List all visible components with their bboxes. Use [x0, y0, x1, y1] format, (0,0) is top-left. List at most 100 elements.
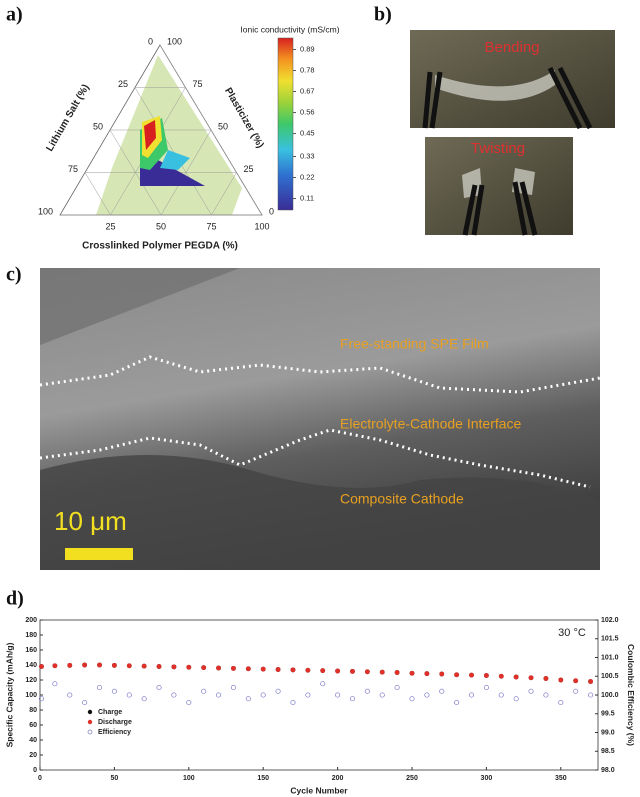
point — [394, 670, 400, 675]
y2-tick-label: 101.0 — [601, 654, 619, 661]
layer-label: Electrolyte-Cathode Interface — [340, 416, 522, 432]
point — [573, 688, 579, 694]
point — [52, 663, 58, 669]
point — [349, 696, 356, 702]
point — [38, 696, 45, 702]
point — [364, 688, 370, 694]
point — [528, 688, 534, 694]
point — [558, 677, 564, 683]
sem-shade — [40, 455, 600, 570]
panel-label: d) — [6, 588, 24, 610]
point — [409, 670, 415, 676]
panel-label: b) — [374, 4, 392, 26]
x-tick-label: 100 — [183, 775, 195, 782]
grid-line — [211, 172, 237, 216]
tick-label: 100 — [167, 36, 182, 46]
colorbar-tick-label: 0.78 — [300, 65, 315, 74]
axis-title: Lithium Salt (%) — [44, 83, 91, 154]
y-axis-label: Specific Capacity (mAh/g) — [4, 642, 14, 747]
colorbar — [277, 37, 294, 211]
point — [96, 684, 103, 691]
point — [498, 673, 504, 679]
point — [141, 696, 147, 702]
boundary — [39, 428, 591, 489]
point — [186, 664, 192, 670]
tick-label: 100 — [38, 206, 53, 216]
point — [52, 681, 58, 687]
film — [435, 70, 555, 101]
tick-label: 75 — [193, 79, 203, 89]
point — [439, 671, 445, 677]
point — [573, 678, 579, 684]
point — [364, 669, 370, 675]
y2-tick-label: 99.0 — [601, 729, 615, 736]
point — [67, 662, 73, 668]
point — [97, 662, 102, 668]
point — [67, 692, 73, 698]
point — [483, 684, 489, 691]
point — [275, 688, 281, 694]
point — [305, 692, 311, 698]
colorbar-tick-label: 0.89 — [300, 44, 315, 53]
y-tick-label: 120 — [25, 677, 37, 684]
legend-label: Discharge — [98, 719, 132, 726]
grid-line — [160, 129, 212, 216]
annotation: 30 °C — [558, 627, 586, 639]
colorbar-tick-label: 0.22 — [300, 172, 315, 181]
y-tick-label: 160 — [25, 647, 37, 654]
colorbar-tick-label: 0.45 — [300, 129, 315, 138]
point — [230, 684, 236, 691]
scale-bar — [65, 548, 133, 560]
legend-marker — [87, 709, 93, 715]
photo — [425, 137, 573, 235]
point — [439, 688, 445, 694]
point — [171, 692, 177, 698]
point — [245, 666, 251, 672]
y2-tick-label: 98.5 — [601, 748, 615, 755]
point — [424, 692, 430, 698]
x-axis-label: Cycle Number — [290, 785, 348, 795]
point — [260, 692, 266, 698]
contour — [140, 116, 205, 186]
point — [231, 665, 236, 671]
axis-title: Plasticizer (%) — [222, 86, 265, 150]
x-tick-label: 50 — [111, 775, 119, 782]
panel-label: c) — [6, 264, 22, 286]
point — [588, 679, 593, 684]
legend-label: Charge — [98, 709, 122, 716]
photo-caption: Twisting — [471, 140, 525, 157]
point — [126, 663, 132, 669]
y2-tick-label: 100.5 — [601, 673, 619, 680]
point — [201, 688, 207, 694]
tick-label: 0 — [269, 206, 274, 216]
point — [469, 672, 474, 678]
region — [96, 55, 242, 215]
point — [39, 664, 44, 669]
point — [350, 668, 355, 674]
point — [141, 663, 147, 669]
y2-tick-label: 98.0 — [601, 767, 615, 774]
point — [111, 688, 117, 694]
point — [216, 692, 222, 698]
point — [528, 675, 534, 681]
point — [201, 665, 207, 671]
point — [454, 672, 460, 678]
scale-label: 10 μm — [54, 506, 127, 536]
photo-caption: Bending — [484, 39, 539, 56]
point — [216, 665, 221, 671]
colorbar-tick-label: 0.11 — [300, 194, 314, 203]
point — [379, 692, 385, 698]
grid-line — [84, 172, 111, 216]
tweezers — [462, 181, 538, 236]
colorbar-title: Ionic conductivity (mS/cm) — [240, 24, 339, 34]
y-tick-label: 60 — [29, 722, 37, 729]
legend-marker — [87, 719, 93, 725]
y-tick-label: 0 — [33, 767, 37, 774]
tick-label: 50 — [156, 221, 166, 231]
tick-label: 25 — [118, 79, 128, 89]
point — [290, 667, 296, 673]
point — [171, 664, 177, 670]
point — [82, 699, 88, 706]
